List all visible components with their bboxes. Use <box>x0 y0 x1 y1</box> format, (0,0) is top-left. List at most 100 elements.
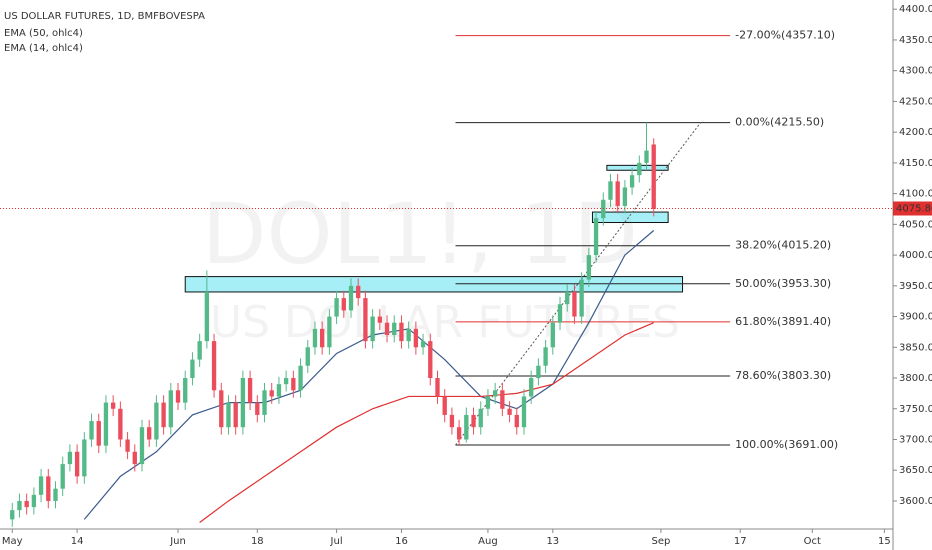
candle-body <box>442 396 447 415</box>
candle-body <box>334 298 339 317</box>
candle-body <box>363 298 368 342</box>
candle-body <box>327 316 332 348</box>
trend-line <box>455 122 701 446</box>
candle-body <box>82 439 87 477</box>
candle-body <box>168 390 173 428</box>
indicator-label: EMA (14, ohlc4) <box>4 43 83 54</box>
candle-body <box>356 285 361 299</box>
fib-label: -27.00%(4357.10) <box>735 29 835 42</box>
candle-body <box>154 402 159 440</box>
candle-body <box>67 451 73 465</box>
zone <box>591 211 669 224</box>
candle-body <box>96 421 101 446</box>
candle-body <box>147 427 152 440</box>
candle-body <box>500 390 505 409</box>
x-tick-label: Jun <box>169 536 186 547</box>
x-tick-label: Jul <box>330 536 343 547</box>
candle-body <box>211 341 217 391</box>
candle-body <box>74 451 80 477</box>
candle-body <box>399 322 404 342</box>
x-tick-label: Aug <box>478 536 498 547</box>
fib-label: 100.00%(3691.00) <box>735 438 838 451</box>
candle-body <box>514 414 519 428</box>
candle-body <box>103 402 109 446</box>
candle-body <box>543 347 548 366</box>
candle-body <box>565 291 570 305</box>
y-tick-label: 3950.00 <box>899 281 932 292</box>
x-tick-label: 17 <box>734 536 747 547</box>
candle-body <box>183 378 188 403</box>
candle-body <box>305 347 310 366</box>
candle-body <box>125 439 130 452</box>
candle-body <box>276 384 282 397</box>
y-tick-label: 3650.00 <box>899 465 932 476</box>
candle-body <box>247 378 253 403</box>
candle-body <box>53 488 58 501</box>
x-tick-label: Sep <box>651 536 670 547</box>
candle-body <box>348 285 354 311</box>
fib-label: 61.80%(3891.40) <box>735 315 831 328</box>
candle-body <box>586 255 592 280</box>
x-tick-label: May <box>2 536 23 547</box>
candle-body <box>60 464 65 489</box>
candle-body <box>449 414 455 428</box>
candle-body <box>118 408 123 440</box>
candle-body <box>370 316 375 342</box>
candle-body <box>384 322 390 335</box>
candle-body <box>629 175 635 188</box>
candle-body <box>190 359 195 379</box>
candle-body <box>312 328 318 348</box>
last-price-label: 4075.80 <box>896 203 932 214</box>
candle-body <box>262 390 267 415</box>
watermark-symbol: DOL1!, 1D <box>202 185 638 283</box>
candle-body <box>637 162 642 176</box>
x-tick-label: Oct <box>804 536 821 547</box>
fib-label: 50.00%(3953.30) <box>735 277 831 290</box>
y-tick-label: 4200.00 <box>899 127 932 138</box>
candle-body <box>593 218 599 256</box>
candle-body <box>240 378 246 428</box>
candle-body <box>536 365 541 379</box>
watermark-name: US DOLLAR FUTURES <box>210 297 680 348</box>
y-tick-label: 4000.00 <box>899 250 932 261</box>
candle-body <box>10 510 15 520</box>
y-tick-label: 4050.00 <box>899 219 932 230</box>
candle-body <box>226 402 231 428</box>
candle-body <box>132 451 137 465</box>
candle-body <box>456 427 462 440</box>
ema-line <box>199 322 654 523</box>
candle-body <box>197 341 202 360</box>
candle-body <box>89 421 94 440</box>
candle-body <box>17 500 22 511</box>
y-tick-label: 4150.00 <box>899 158 932 169</box>
candle-body <box>579 279 584 317</box>
y-tick-label: 4350.00 <box>899 35 932 46</box>
y-tick-label: 3850.00 <box>899 342 932 353</box>
candle-body <box>615 181 620 206</box>
y-tick-label: 4250.00 <box>899 96 932 107</box>
candle-body <box>406 328 411 342</box>
candle-body <box>572 291 577 317</box>
candle-body <box>31 494 37 508</box>
candle-body <box>110 402 116 409</box>
candle-body <box>485 396 491 409</box>
candle-body <box>283 378 289 385</box>
candle-body <box>507 408 512 415</box>
candle-body <box>341 298 346 311</box>
candle-body <box>428 341 433 379</box>
candle-body <box>492 390 498 397</box>
candle-body <box>644 150 649 163</box>
y-tick-label: 3750.00 <box>899 404 932 415</box>
candle-body <box>255 402 260 415</box>
candle-body <box>38 476 44 495</box>
candle-body <box>521 396 527 428</box>
candle-body <box>529 378 534 397</box>
candle-body <box>24 500 29 508</box>
candle-body <box>161 402 166 428</box>
y-tick-label: 3800.00 <box>899 373 932 384</box>
candle-body <box>269 390 274 397</box>
candle-body <box>46 476 51 501</box>
x-tick-label: 16 <box>395 536 408 547</box>
